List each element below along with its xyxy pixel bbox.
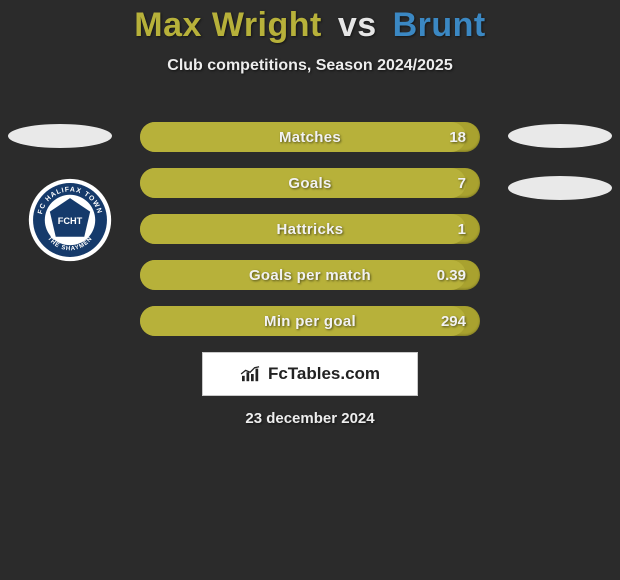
stat-row: Hattricks 1 — [140, 214, 480, 244]
stat-label: Hattricks — [140, 221, 480, 238]
brand-text: FcTables.com — [268, 364, 380, 384]
stat-row: Min per goal 294 — [140, 306, 480, 336]
comparison-card: Max Wright vs Brunt Club competitions, S… — [0, 0, 620, 580]
stat-row: Goals 7 — [140, 168, 480, 198]
stats-rows: Matches 18 Goals 7 Hattricks 1 Goals per… — [140, 122, 480, 352]
stat-label: Matches — [140, 129, 480, 146]
stat-row: Matches 18 — [140, 122, 480, 152]
club-badge: FC HALIFAX TOWN THE SHAYMEN FCHT — [28, 178, 112, 262]
vs-separator: vs — [338, 6, 377, 44]
stat-label: Goals per match — [140, 267, 480, 284]
player-1-name: Max Wright — [134, 6, 322, 44]
stat-value: 7 — [458, 175, 466, 192]
stat-value: 18 — [449, 129, 466, 146]
stat-row: Goals per match 0.39 — [140, 260, 480, 290]
player-2-name: Brunt — [393, 6, 486, 44]
badge-mono: FCHT — [58, 216, 83, 226]
stat-label: Goals — [140, 175, 480, 192]
page-title: Max Wright vs Brunt — [0, 0, 620, 45]
player-2-marker-2 — [508, 176, 612, 200]
bar-chart-icon — [240, 365, 262, 383]
player-1-marker — [8, 124, 112, 148]
brand-box: FcTables.com — [202, 352, 418, 396]
stat-value: 1 — [458, 221, 466, 238]
date-text: 23 december 2024 — [0, 410, 620, 427]
subtitle: Club competitions, Season 2024/2025 — [0, 57, 620, 75]
stat-label: Min per goal — [140, 313, 480, 330]
club-badge-icon: FC HALIFAX TOWN THE SHAYMEN FCHT — [28, 178, 112, 262]
stat-value: 294 — [441, 313, 466, 330]
player-2-marker-1 — [508, 124, 612, 148]
stat-value: 0.39 — [437, 267, 466, 284]
